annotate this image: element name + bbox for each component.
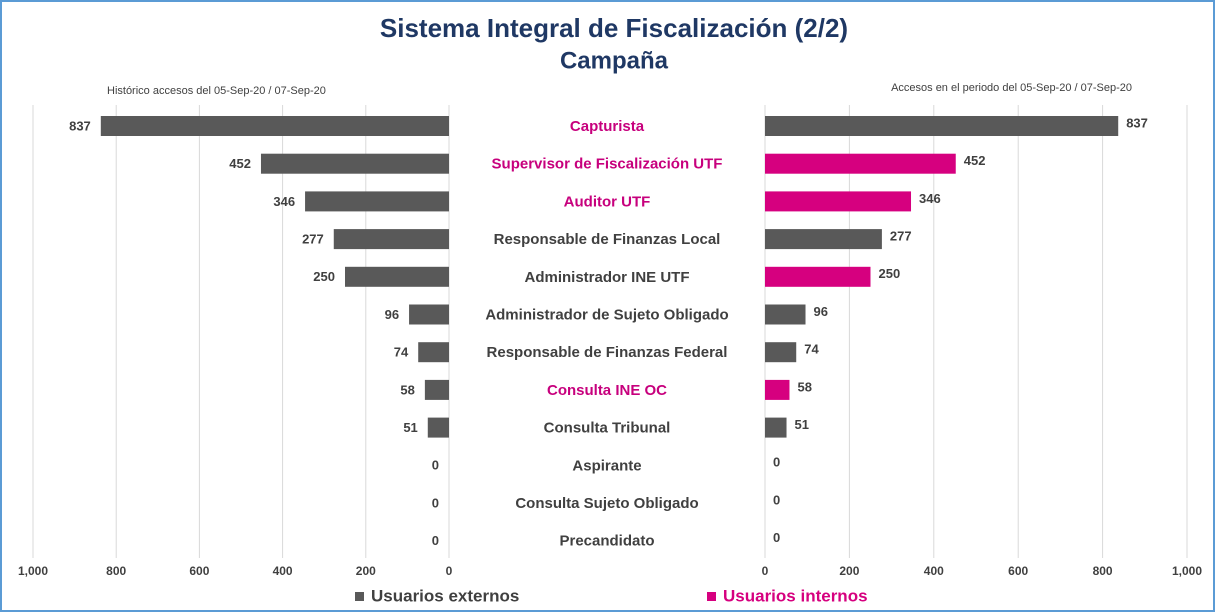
category-label: Administrador de Sujeto Obligado [485, 306, 728, 323]
x-tick-label: 600 [189, 564, 209, 578]
bar [424, 379, 449, 400]
category-label: Supervisor de Fiscalización UTF [492, 156, 723, 173]
legend-label: Usuarios externos [371, 586, 519, 605]
chart-subtitle: Campaña [560, 47, 669, 74]
value-label: 0 [773, 455, 780, 470]
x-tick-label: 0 [762, 564, 769, 578]
value-label: 96 [385, 307, 399, 322]
category-label: Administrador INE UTF [524, 269, 689, 286]
value-label: 0 [432, 533, 439, 548]
category-label: Consulta Sujeto Obligado [515, 495, 698, 512]
value-label: 837 [69, 118, 91, 133]
legend-swatch [355, 592, 364, 601]
category-label: Auditor UTF [564, 193, 651, 210]
value-label: 58 [797, 379, 811, 394]
value-label: 74 [394, 345, 409, 360]
legend-swatch [707, 592, 716, 601]
category-label: Responsable de Finanzas Federal [487, 344, 728, 361]
bar [100, 116, 450, 136]
bar [427, 417, 449, 438]
bar [765, 417, 787, 438]
bar [765, 191, 912, 212]
x-tick-label: 200 [356, 564, 376, 578]
bar [260, 153, 449, 174]
x-tick-label: 400 [273, 564, 293, 578]
bar [418, 342, 449, 363]
value-label: 51 [795, 417, 809, 432]
bar [409, 304, 449, 325]
category-label: Responsable de Finanzas Local [494, 231, 721, 248]
x-tick-label: 600 [1008, 564, 1028, 578]
bar [765, 266, 871, 287]
category-label: Precandidato [559, 533, 654, 550]
x-tick-label: 0 [446, 564, 453, 578]
bar [765, 304, 806, 325]
x-tick-label: 1,000 [18, 564, 48, 578]
chart-title: Sistema Integral de Fiscalización (2/2) [380, 13, 848, 43]
legend-label: Usuarios internos [723, 586, 868, 605]
bar [765, 229, 882, 250]
value-label: 452 [229, 156, 251, 171]
right-panel-title: Accesos en el periodo del 05-Sep-20 / 07… [891, 82, 1132, 94]
bar [765, 116, 1119, 136]
bar [765, 342, 797, 363]
value-label: 277 [890, 229, 912, 244]
value-label: 277 [302, 232, 324, 247]
value-label: 0 [773, 530, 780, 545]
x-tick-label: 400 [924, 564, 944, 578]
value-label: 74 [804, 342, 819, 357]
value-label: 250 [313, 269, 335, 284]
value-label: 250 [879, 266, 901, 281]
x-tick-label: 800 [106, 564, 126, 578]
value-label: 0 [432, 495, 439, 510]
category-label: Consulta INE OC [547, 382, 667, 399]
bar [765, 153, 956, 174]
category-label: Consulta Tribunal [544, 420, 671, 437]
value-label: 346 [273, 194, 295, 209]
value-label: 0 [773, 492, 780, 507]
value-label: 51 [403, 420, 417, 435]
value-label: 837 [1126, 115, 1148, 130]
bar [305, 191, 449, 212]
bar [765, 379, 790, 400]
left-panel-title: Histórico accesos del 05-Sep-20 / 07-Sep… [107, 85, 326, 97]
value-label: 0 [432, 458, 439, 473]
bar [333, 229, 449, 250]
value-label: 58 [400, 382, 414, 397]
value-label: 346 [919, 191, 941, 206]
category-label: Capturista [570, 118, 645, 135]
bar [345, 266, 449, 287]
x-tick-label: 1,000 [1172, 564, 1202, 578]
x-tick-label: 200 [839, 564, 859, 578]
x-tick-label: 800 [1093, 564, 1113, 578]
value-label: 452 [964, 153, 986, 168]
category-label: Aspirante [572, 457, 641, 474]
value-label: 96 [814, 304, 828, 319]
